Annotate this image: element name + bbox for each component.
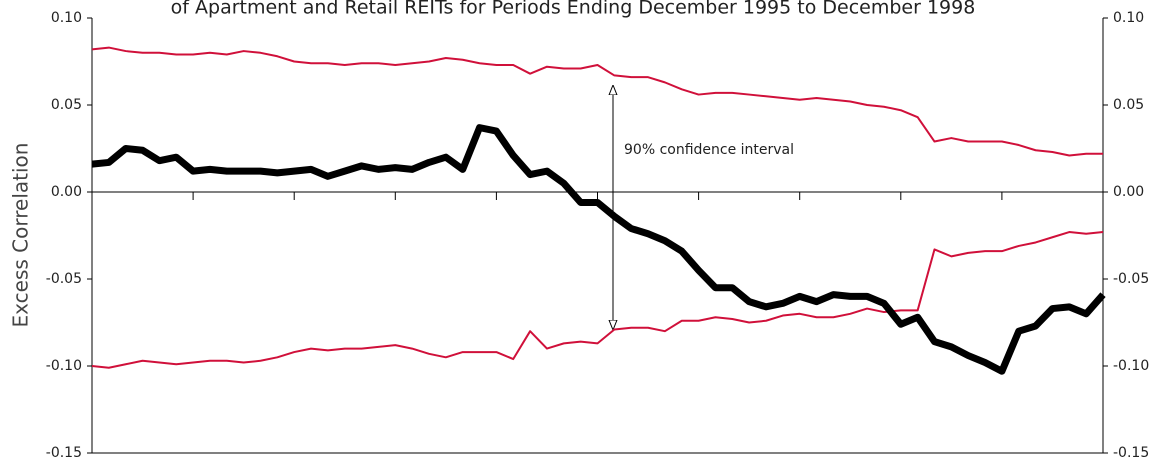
series-line xyxy=(91,46,1103,157)
y-tick-label: 0.05 xyxy=(51,97,82,113)
y2-tick-label: -0.15 xyxy=(1113,445,1149,461)
y-tick-label: 0.10 xyxy=(51,10,82,26)
y-tick-label: -0.10 xyxy=(46,358,82,374)
y-tick-label: -0.15 xyxy=(46,445,82,461)
annotation: 90% confidence interval xyxy=(624,142,794,158)
y-axis-label: Excess Correlation xyxy=(9,143,33,328)
y2-tick-label: -0.10 xyxy=(1113,358,1149,374)
y2-tick-label: 0.05 xyxy=(1113,97,1144,113)
y2-tick-label: 0.00 xyxy=(1113,184,1144,200)
chart-title: of Apartment and Retail REITs for Period… xyxy=(171,0,976,19)
series-line xyxy=(91,124,1106,375)
series-line xyxy=(91,231,1104,369)
y-tick-label: 0.00 xyxy=(51,184,82,200)
y-tick-label: -0.05 xyxy=(46,271,82,287)
y2-tick-label: -0.05 xyxy=(1113,271,1149,287)
y2-tick-label: 0.10 xyxy=(1113,10,1144,26)
